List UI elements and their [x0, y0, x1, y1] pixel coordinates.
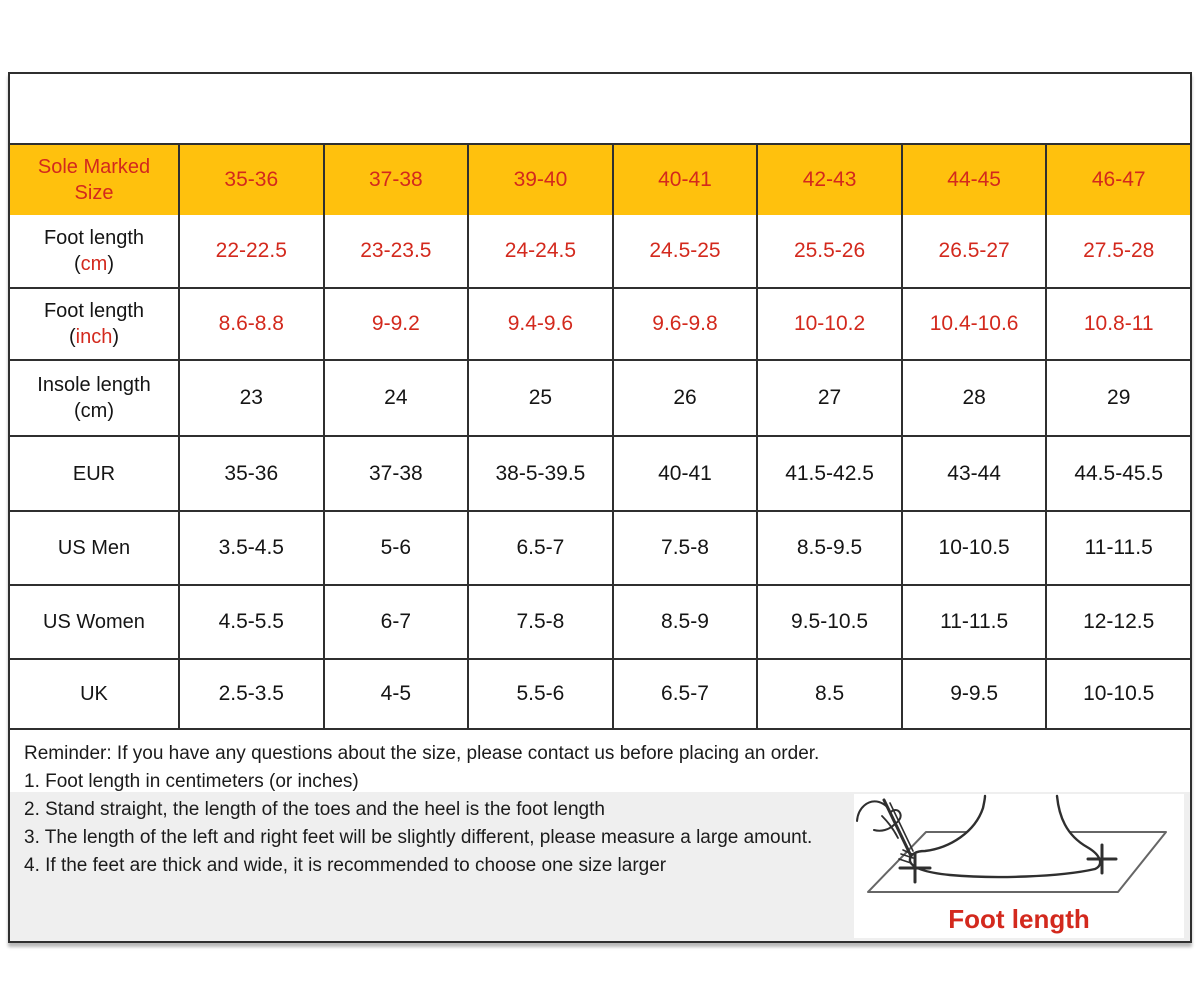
size-chart-table: Sole Marked Size 35-36 37-38 39-40 40-41 42-… — [8, 72, 1192, 943]
table-cell: 8.5-9 — [611, 586, 757, 658]
table-cell: 10-10.2 — [756, 289, 901, 359]
table-cell: 25.5-26 — [756, 215, 901, 287]
table-header-row: Sole Marked Size 35-36 37-38 39-40 40-41 42-… — [10, 143, 1190, 215]
notes-text-block: Reminder: If you have any questions abou… — [10, 730, 1190, 880]
table-cell: 23 — [178, 361, 323, 435]
table-cell: 38-5-39.5 — [467, 437, 612, 510]
table-cell: 22-22.5 — [178, 215, 323, 287]
pen — [882, 798, 913, 858]
table-row: Insole length (cm) 23 24 25 26 27 28 29 — [10, 359, 1190, 435]
row-label: Foot length (cm) — [43, 227, 145, 275]
table-cell: 28 — [900, 361, 1046, 435]
table-cell: 10-10.5 — [1045, 660, 1190, 728]
table-cell: 4.5-5.5 — [178, 586, 323, 658]
table-cell: 8.5 — [756, 660, 901, 728]
table-cell: 6.5-7 — [467, 512, 612, 584]
row-label: Insole length (cm) — [37, 374, 151, 422]
table-cell: 5-6 — [322, 512, 468, 584]
table-cell: 44.5-45.5 — [1045, 437, 1190, 510]
row-label: EUR — [72, 462, 116, 485]
header-size-cell: 39-40 — [467, 145, 612, 215]
note-item: 3. The length of the left and right feet… — [24, 827, 813, 848]
table-cell: 5.5-6 — [467, 660, 612, 728]
header-size-cell: 44-45 — [900, 145, 1046, 215]
table-cell: 8.5-9.5 — [756, 512, 901, 584]
note-item: 2. Stand straight, the length of the toe… — [24, 799, 605, 820]
table-cell: 9-9.5 — [900, 660, 1046, 728]
heel-mark — [1086, 843, 1118, 875]
table-cell: 24 — [322, 361, 468, 435]
table-row: EUR 35-36 37-38 38-5-39.5 40-41 41.5-42.5 43-4… — [10, 435, 1190, 510]
note-item: 1. Foot length in centimeters (or inches… — [24, 771, 359, 792]
table-row: Foot length (cm) 22-22.5 23-23.5 24-24.5 24.5… — [10, 215, 1190, 287]
table-cell: 41.5-42.5 — [756, 437, 901, 510]
toe-mark — [898, 852, 932, 884]
table-cell: 40-41 — [611, 437, 757, 510]
table-row: Foot length (inch) 8.6-8.8 9-9.2 9.4-9.6 9.6-… — [10, 287, 1190, 359]
table-cell: 9.5-10.5 — [756, 586, 901, 658]
finger — [881, 815, 899, 839]
header-size-cell: 40-41 — [611, 145, 757, 215]
table-cell: 43-44 — [900, 437, 1046, 510]
reminder-text: Reminder: If you have any questions abou… — [24, 743, 820, 764]
header-size-cell: 37-38 — [322, 145, 468, 215]
table-cell: 2.5-3.5 — [178, 660, 323, 728]
table-cell: 26.5-27 — [900, 215, 1046, 287]
row-label: US Women — [43, 611, 145, 633]
table-cell: 27.5-28 — [1045, 215, 1190, 287]
table-cell: 35-36 — [178, 437, 323, 510]
scribble — [898, 849, 914, 864]
table-row: US Women 4.5-5.5 6-7 7.5-8 8.5-9 9.5-10.5 11-1… — [10, 584, 1190, 658]
table-cell: 24-24.5 — [467, 215, 612, 287]
table-cell: 10-10.5 — [900, 512, 1046, 584]
table-cell: 24.5-25 — [611, 215, 757, 287]
table-cell: 8.6-8.8 — [178, 289, 323, 359]
table-cell: 12-12.5 — [1045, 586, 1190, 658]
table-cell: 9.6-9.8 — [611, 289, 757, 359]
table-cell: 9-9.2 — [322, 289, 468, 359]
table-cell: 27 — [756, 361, 901, 435]
table-empty-row — [10, 74, 1190, 143]
note-item: 4. If the feet are thick and wide, it is… — [24, 855, 667, 876]
table-row: UK 2.5-3.5 4-5 5.5-6 6.5-7 8.5 9-9.5 10-10.5 — [10, 658, 1190, 728]
table-cell: 6-7 — [322, 586, 468, 658]
table-row: US Men 3.5-4.5 5-6 6.5-7 7.5-8 8.5-9.5 10-10.5… — [10, 510, 1190, 584]
header-size-cell: 46-47 — [1045, 145, 1190, 215]
table-cell: 6.5-7 — [611, 660, 757, 728]
row-label: UK — [80, 683, 108, 705]
header-size-cell: 42-43 — [756, 145, 901, 215]
row-label: Foot length (inch) — [43, 300, 145, 348]
table-cell: 23-23.5 — [322, 215, 468, 287]
row-label: US Men — [57, 537, 131, 559]
table-cell: 9.4-9.6 — [467, 289, 612, 359]
table-cell: 26 — [611, 361, 757, 435]
table-cell: 11-11.5 — [1045, 512, 1190, 584]
table-cell: 4-5 — [322, 660, 468, 728]
table-cell: 10.4-10.6 — [900, 289, 1046, 359]
table-cell: 7.5-8 — [611, 512, 757, 584]
table-cell: 29 — [1045, 361, 1190, 435]
table-cell: 7.5-8 — [467, 586, 612, 658]
foot-measure-figure: Foot length — [854, 794, 1184, 938]
figure-caption: Foot length — [948, 904, 1090, 934]
table-cell: 10.8-11 — [1045, 289, 1190, 359]
table-cell: 37-38 — [322, 437, 468, 510]
foot-measure-illustration — [856, 794, 1167, 893]
notes-section: Reminder: If you have any questions abou… — [10, 728, 1190, 941]
header-sole-marked-size: Sole Marked Size — [37, 156, 151, 204]
table-cell: 11-11.5 — [900, 586, 1046, 658]
foot-outline — [908, 794, 1102, 879]
header-size-cell: 35-36 — [178, 145, 323, 215]
table-cell: 3.5-4.5 — [178, 512, 323, 584]
table-cell: 25 — [467, 361, 612, 435]
